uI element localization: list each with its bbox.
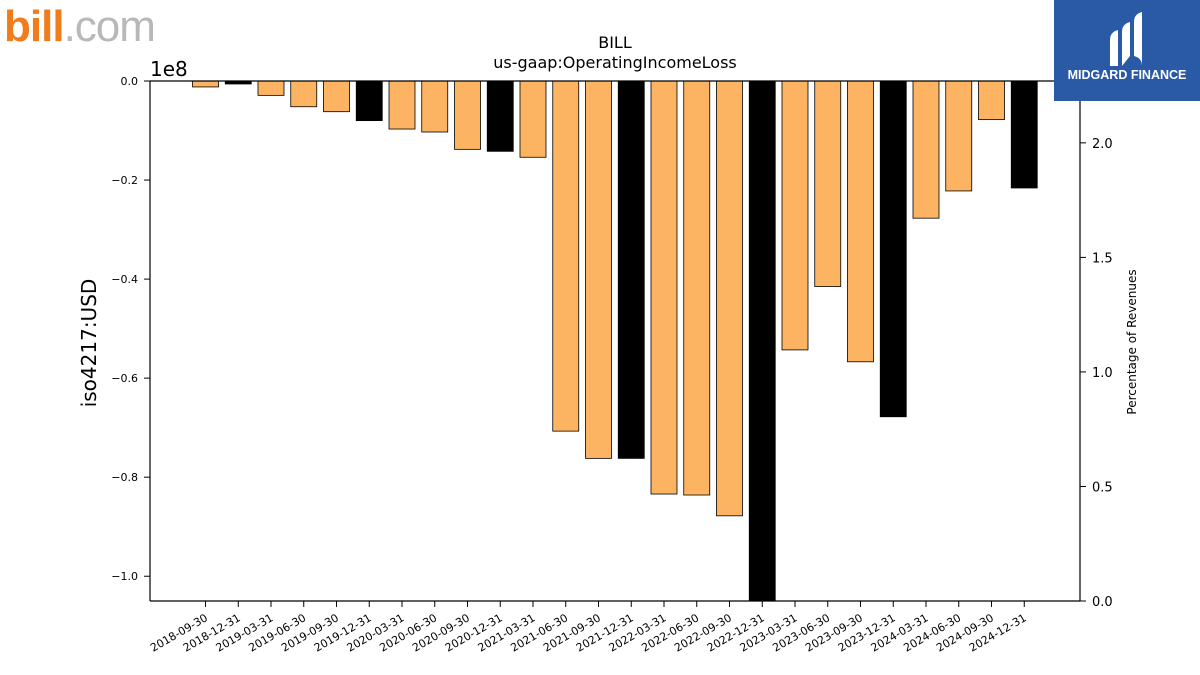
bar (683, 80, 711, 496)
bar (879, 80, 907, 418)
y-tick-label: −1.0 (111, 570, 138, 583)
bar (290, 80, 318, 108)
bar (847, 80, 874, 363)
y-right-tick-label: 1.0 (1092, 366, 1113, 381)
bar (912, 80, 940, 219)
y-tick-label: −0.6 (111, 372, 138, 385)
bar (978, 80, 1005, 121)
bar (1010, 80, 1038, 189)
bar (519, 80, 547, 158)
bar (781, 80, 809, 351)
y-tick-label: −0.4 (111, 273, 138, 286)
bar (617, 80, 645, 459)
y-right-tick-label: 0.5 (1092, 480, 1113, 495)
bar (716, 80, 743, 517)
y-axis-label: iso4217:USD (77, 279, 101, 408)
bar (585, 80, 612, 459)
bar (257, 80, 285, 96)
y-offset-label: 1e8 (150, 57, 188, 81)
midgard-finance-logo: MIDGARD FINANCE (1054, 0, 1200, 101)
midgard-logo-text: MIDGARD FINANCE (1067, 68, 1187, 82)
y-right-tick-label: 2.0 (1092, 137, 1113, 152)
bar (192, 80, 219, 88)
y-tick-label: −0.8 (111, 471, 138, 484)
y-right-tick-label: 0.0 (1092, 595, 1113, 610)
chart-subtitle: us-gaap:OperatingIncomeLoss (493, 53, 737, 72)
bar (388, 80, 416, 130)
y-tick-label: 0.0 (121, 75, 139, 88)
midgard-mark-icon (1110, 12, 1142, 66)
bar (748, 80, 776, 602)
y-tick-label: −0.2 (111, 174, 138, 187)
bar (650, 80, 678, 495)
bar (421, 80, 449, 133)
bar (454, 80, 481, 150)
bar (814, 80, 842, 287)
bar (945, 80, 973, 192)
y-axis-label-right: Percentage of Revenues (1125, 269, 1139, 414)
bar (355, 80, 383, 122)
chart-title: BILL (598, 33, 632, 52)
y-right-tick-label: 1.5 (1092, 251, 1113, 266)
bill-logo: bill .com (4, 2, 156, 51)
bar (323, 80, 350, 113)
bar (552, 80, 580, 432)
bar (486, 80, 514, 152)
